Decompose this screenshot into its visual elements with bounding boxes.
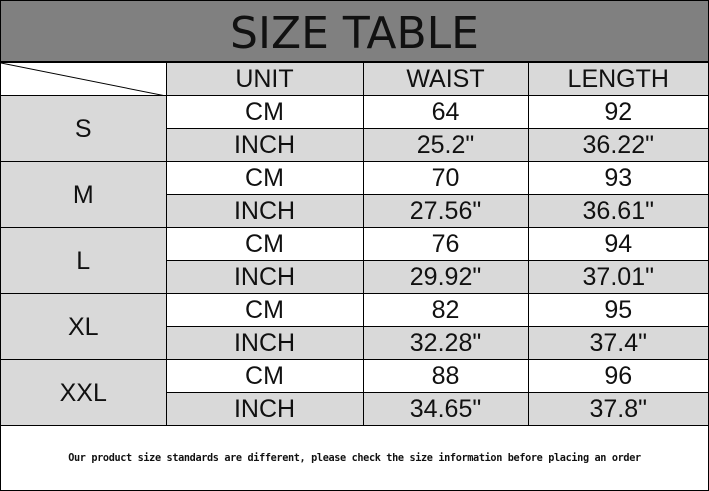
unit-cell: INCH <box>166 326 364 360</box>
table-row-inch: INCH 27.56" 36.61" <box>1 194 708 228</box>
waist-cell: 70 <box>362 161 529 195</box>
unit-cell: INCH <box>166 128 364 162</box>
header-waist: WAIST <box>362 62 529 96</box>
unit-cell: CM <box>165 359 364 393</box>
waist-cell: 88 <box>362 359 529 393</box>
table-row-cm: M CM 70 93 <box>1 161 708 228</box>
length-cell: 37.01" <box>527 260 708 294</box>
length-cell: 37.8" <box>527 392 708 426</box>
unit-cell: CM <box>165 161 364 195</box>
length-cell: 94 <box>527 227 708 261</box>
page-title: SIZE TABLE <box>1 1 708 62</box>
waist-cell: 34.65" <box>362 392 529 426</box>
waist-cell: 64 <box>362 95 529 129</box>
table-row-cm: S CM 64 92 <box>1 95 708 162</box>
length-cell: 92 <box>527 95 708 129</box>
table-row-inch: INCH 34.65" 37.8" <box>1 392 708 426</box>
size-label: L <box>1 227 167 294</box>
diagonal-corner-cell <box>1 62 167 96</box>
unit-cell: INCH <box>166 392 364 426</box>
footer-note: Our product size standards are different… <box>1 425 708 491</box>
waist-cell: 29.92" <box>362 260 529 294</box>
table-row-cm: L CM 76 94 <box>1 227 708 294</box>
unit-cell: CM <box>165 95 364 129</box>
unit-cell: CM <box>165 227 364 261</box>
table-row-cm: XXL CM 88 96 <box>1 359 708 426</box>
header-unit: UNIT <box>165 62 364 96</box>
header-row: UNIT WAIST LENGTH <box>1 62 708 96</box>
length-cell: 37.4" <box>527 326 708 360</box>
size-label: M <box>1 161 167 228</box>
unit-cell: INCH <box>166 260 364 294</box>
length-cell: 96 <box>527 359 708 393</box>
waist-cell: 25.2" <box>362 128 529 162</box>
size-label: S <box>1 95 167 162</box>
unit-cell: CM <box>165 293 364 327</box>
waist-cell: 27.56" <box>362 194 529 228</box>
length-cell: 36.22" <box>527 128 708 162</box>
length-cell: 93 <box>527 161 708 195</box>
table-row-cm: XL CM 82 95 <box>1 293 708 360</box>
length-cell: 36.61" <box>527 194 708 228</box>
size-table: UNIT WAIST LENGTH S CM 64 92 INCH 25.2" 3… <box>1 62 708 426</box>
unit-cell: INCH <box>166 194 364 228</box>
waist-cell: 82 <box>362 293 529 327</box>
waist-cell: 76 <box>362 227 529 261</box>
waist-cell: 32.28" <box>362 326 529 360</box>
header-length: LENGTH <box>527 62 708 96</box>
size-label: XXL <box>1 359 167 426</box>
size-label: XL <box>1 293 167 360</box>
length-cell: 95 <box>527 293 708 327</box>
